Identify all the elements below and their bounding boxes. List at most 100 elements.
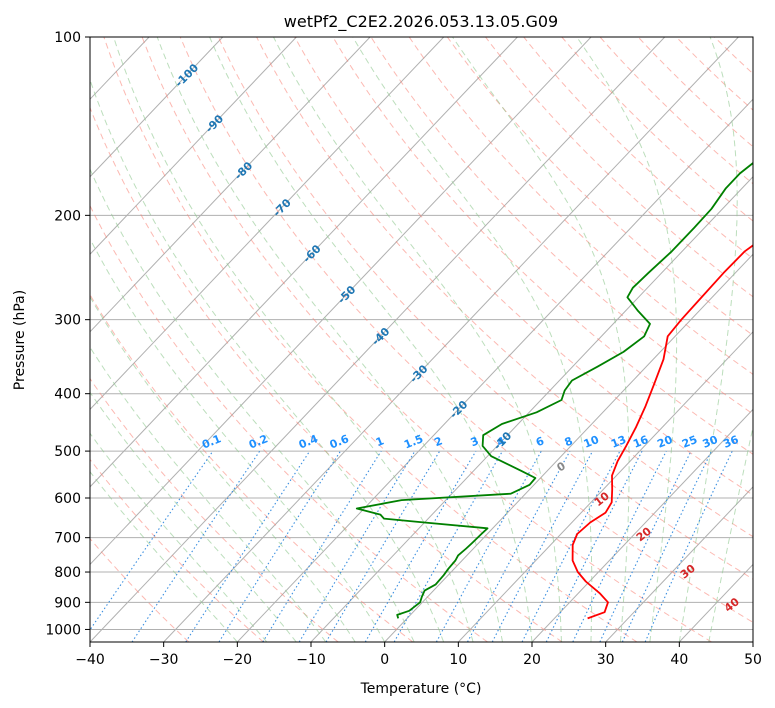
isotherm-line xyxy=(90,37,666,642)
y-tick-label: 100 xyxy=(54,30,81,46)
mixing-ratio-label: 3 xyxy=(469,434,481,449)
mixing-ratio-line xyxy=(218,450,341,642)
isotherm-line xyxy=(605,486,753,642)
x-tick-label: 40 xyxy=(670,652,688,668)
moist-adiabat-line xyxy=(90,432,268,642)
x-tick-label: −40 xyxy=(75,652,105,668)
mixing-ratio-line xyxy=(467,450,571,642)
dry-adiabat-line xyxy=(370,37,753,415)
y-tick-label: 900 xyxy=(54,595,81,611)
mixing-ratio-label: 10 xyxy=(582,433,601,451)
mixing-ratio-label: 25 xyxy=(680,433,699,451)
isotherm-line xyxy=(90,37,371,333)
y-tick-label: 400 xyxy=(54,387,81,403)
dry-adiabat-line xyxy=(294,37,753,496)
isotherm-line xyxy=(90,37,518,488)
y-tick-label: 500 xyxy=(54,444,81,460)
x-tick-label: 30 xyxy=(597,652,615,668)
isotherm-line xyxy=(457,331,753,642)
series-layer xyxy=(355,161,753,620)
moist-adiabat-line xyxy=(156,37,503,642)
moist-adiabat-line xyxy=(90,470,238,642)
isotherm-line xyxy=(531,408,753,642)
dry-adiabat-line xyxy=(408,37,753,375)
y-tick-label: 600 xyxy=(54,491,81,507)
mixing-ratio-line xyxy=(90,450,214,631)
mixing-ratio-line xyxy=(545,450,643,642)
moist-adiabat-line xyxy=(209,37,533,642)
moist-adiabat-line xyxy=(90,346,327,642)
mixing-ratio-label: 36 xyxy=(721,433,740,451)
isotherm-line xyxy=(90,37,224,178)
isotherm-line xyxy=(90,37,297,256)
dry-adiabat-line xyxy=(103,37,638,642)
mixing-ratio-label: 1 xyxy=(374,434,386,449)
dry-adiabat-line xyxy=(90,293,414,642)
dry-adiabat-line xyxy=(90,458,264,642)
y-tick-label: 700 xyxy=(54,531,81,547)
moist-adiabat-line xyxy=(576,37,678,642)
temperature-line xyxy=(571,244,753,620)
mixing-ratio-label: 8 xyxy=(563,434,575,449)
dry-adiabat-line xyxy=(485,37,753,298)
y-axis: 1000 900 800 700 600 500 400 300 200 100 xyxy=(45,30,90,638)
isotherm-line xyxy=(163,37,739,642)
mixing-ratio-line xyxy=(572,450,667,642)
isotherm-line xyxy=(384,253,753,642)
isotherm-line xyxy=(236,98,753,642)
dry-adiabat-line xyxy=(332,37,753,455)
moist-adiabat-line xyxy=(452,37,630,642)
x-axis: −40 −30 −20 −10 0 10 20 30 40 50 xyxy=(75,642,762,668)
y-axis-label: Pressure (hPa) xyxy=(12,290,28,390)
plot-area: 0.1 0.2 0.4 0.6 1 1.5 2 3 4 6 8 10 13 16 20 25 30 36-100-… xyxy=(90,37,753,642)
mixing-ratio-label: 16 xyxy=(631,433,650,451)
moist-adiabat-line xyxy=(90,391,297,642)
mixing-ratio-label: 30 xyxy=(701,433,720,451)
x-tick-label: −20 xyxy=(223,652,253,668)
x-tick-label: 50 xyxy=(744,652,762,668)
x-tick-label: −10 xyxy=(296,652,326,668)
moist-adiabat-line xyxy=(352,37,593,642)
moist-adiabat-line xyxy=(90,237,386,642)
dry-adiabat-line xyxy=(90,377,339,642)
isotherm-line xyxy=(90,37,445,411)
mixing-ratio-line xyxy=(644,450,733,642)
mixing-ratio-label: 13 xyxy=(609,433,628,451)
plot-frame xyxy=(89,36,754,643)
mixing-ratio-label: 20 xyxy=(655,433,674,451)
x-tick-label: 20 xyxy=(523,652,541,668)
dry-adiabat-line xyxy=(90,106,563,642)
y-tick-label: 1000 xyxy=(45,622,81,638)
y-tick-label: 800 xyxy=(54,565,81,581)
dry-adiabat-line xyxy=(637,37,753,148)
y-tick-label: 200 xyxy=(54,208,81,224)
mixing-ratio-line xyxy=(131,450,261,642)
isotherm-line xyxy=(90,37,592,566)
mixing-ratio-line xyxy=(393,450,503,642)
mixing-ratio-line xyxy=(262,450,382,642)
x-tick-label: −30 xyxy=(149,652,179,668)
moist-adiabat-line xyxy=(113,37,474,642)
x-axis-label: Temperature (°C) xyxy=(360,681,482,697)
x-tick-label: 0 xyxy=(380,652,389,668)
mixing-ratio-line xyxy=(185,450,311,642)
dewpoint-line xyxy=(355,161,753,619)
mixing-ratio-line xyxy=(298,450,416,642)
moist-adiabat-line xyxy=(90,78,445,642)
moist-adiabat-line xyxy=(90,295,356,642)
dry-adiabat-line xyxy=(217,37,753,580)
moist-adiabat-line xyxy=(708,424,753,642)
dry-adiabat-line xyxy=(599,37,753,185)
background-lines xyxy=(90,37,753,642)
mixing-ratio-line xyxy=(435,450,542,642)
moist-adiabat-line xyxy=(678,37,738,642)
moist-adiabat-line xyxy=(273,37,562,642)
dry-adiabat-line xyxy=(446,37,753,336)
dry-adiabat-line xyxy=(141,37,712,642)
mixing-ratio-label: 2 xyxy=(432,434,444,449)
x-tick-label: 10 xyxy=(449,652,467,668)
chart-title: wetPf2_C2E2.2026.053.13.05.G09 xyxy=(284,12,558,32)
y-tick-label: 300 xyxy=(54,313,81,329)
dry-adiabat-line xyxy=(179,37,753,623)
